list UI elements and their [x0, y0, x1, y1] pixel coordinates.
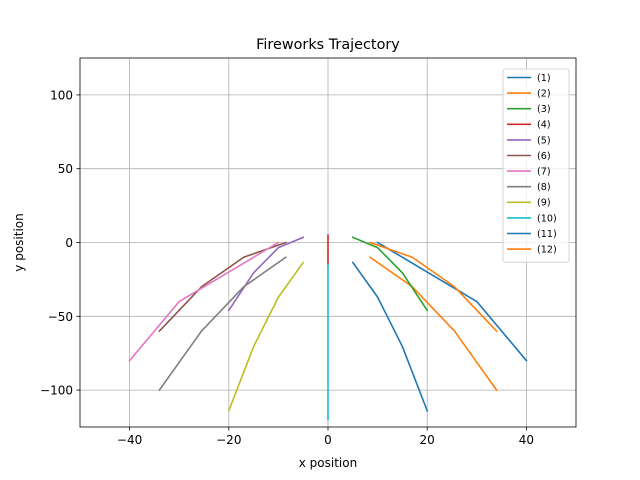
series-line	[369, 241, 498, 333]
series-line	[158, 256, 287, 392]
series-line	[227, 261, 305, 412]
legend-label: (4)	[537, 120, 551, 131]
legend-label: (8)	[537, 182, 551, 193]
series-line	[128, 241, 280, 362]
y-tick-label: −100	[40, 384, 73, 398]
legend-label: (10)	[537, 213, 557, 224]
legend: (1) (2) (3) (4) (5) (6) (7) (8) (9) (10) (11) (12)	[502, 68, 570, 263]
series-line	[369, 256, 498, 392]
legend-label: (11)	[537, 229, 557, 240]
x-tick-label: 40	[519, 433, 534, 447]
series-line	[351, 236, 429, 312]
series-line	[227, 236, 305, 312]
axis-ticks: −40 −20 0 20 40 −100 −50 0 50 100	[40, 88, 534, 447]
y-tick-label: 50	[58, 162, 73, 176]
legend-label: (3)	[537, 104, 551, 115]
legend-label: (2)	[537, 89, 551, 100]
chart-title: Fireworks Trajectory	[256, 37, 400, 53]
y-tick-label: −50	[48, 310, 73, 324]
x-tick-label: −40	[117, 433, 142, 447]
y-axis-label: y position	[12, 213, 26, 271]
legend-label: (6)	[537, 151, 551, 162]
legend-label: (5)	[537, 135, 551, 146]
legend-frame	[502, 68, 570, 263]
series-line	[351, 261, 429, 412]
y-tick-label: 100	[50, 88, 73, 102]
series-line	[376, 241, 528, 362]
legend-label: (7)	[537, 167, 551, 178]
legend-label: (1)	[537, 73, 551, 84]
x-tick-label: 0	[324, 433, 332, 447]
x-axis-label: x position	[299, 456, 357, 470]
y-tick-label: 0	[65, 236, 73, 250]
legend-label: (9)	[537, 198, 551, 209]
series-lines	[128, 234, 528, 421]
x-tick-label: −20	[216, 433, 241, 447]
legend-label: (12)	[537, 245, 557, 256]
x-tick-label: 20	[420, 433, 435, 447]
